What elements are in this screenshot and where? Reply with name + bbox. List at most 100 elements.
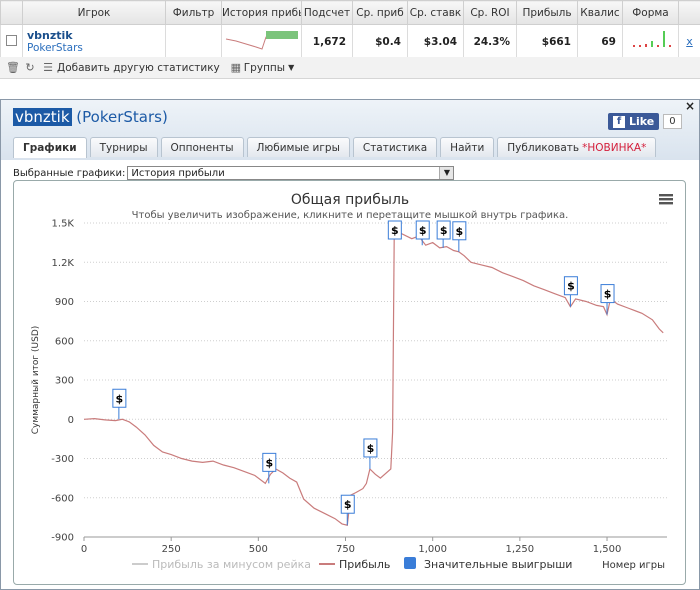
stats-table: Игрок Фильтр История прибы Подсчет Ср. п… <box>0 0 700 59</box>
tab-charts[interactable]: Графики <box>13 137 87 158</box>
big-win-flag[interactable] <box>563 276 578 296</box>
header-avg-stake[interactable]: Ср. ставк <box>407 0 464 25</box>
tab-publish[interactable]: Публиковать *НОВИНКА* <box>497 137 657 157</box>
tab-statistics[interactable]: Статистика <box>352 137 438 157</box>
refresh-icon[interactable]: ↻ <box>25 61 35 74</box>
chart-container[interactable]: Общая прибыль Чтобы увеличить изображение… <box>13 180 686 585</box>
dialog-header: vbnztik (PokerStars) × f Like 0 Графики … <box>1 99 699 160</box>
y-tick-label: -600 <box>51 493 74 504</box>
header-player[interactable]: Игрок <box>22 0 166 25</box>
facebook-icon: f <box>613 115 625 128</box>
big-win-flag[interactable] <box>262 452 277 472</box>
tab-label: Графики <box>23 142 77 154</box>
add-stats-label: Добавить другую статистику <box>57 61 220 74</box>
player-site-link[interactable]: PokerStars <box>27 42 83 54</box>
big-win-flag[interactable] <box>415 220 430 240</box>
facebook-like: f Like 0 <box>608 113 682 130</box>
groups-button[interactable]: ▦ Группы ▼ <box>230 61 295 74</box>
player-dialog: vbnztik (PokerStars) × f Like 0 Графики … <box>0 99 700 590</box>
header-form[interactable]: Форма <box>622 0 679 25</box>
big-win-flag[interactable] <box>436 220 451 240</box>
avg-profit-cell: $0.4 <box>352 24 408 59</box>
dialog-player-name[interactable]: vbnztik <box>13 108 72 126</box>
groups-label: Группы <box>243 61 286 74</box>
tab-label: Публиковать <box>507 141 580 154</box>
tab-label: Любимые игры <box>256 141 340 154</box>
flag-label: $ <box>440 224 448 237</box>
trash-icon[interactable]: 🗑 <box>6 61 20 74</box>
legend-item[interactable]: Прибыль <box>339 558 390 571</box>
big-win-flag[interactable] <box>452 221 467 241</box>
chevron-down-icon: ▼ <box>288 63 295 72</box>
new-badge: *НОВИНКА* <box>582 141 647 154</box>
chart-title: Общая прибыль <box>291 192 409 208</box>
series-line-profit <box>83 224 664 526</box>
x-tick-label: 500 <box>249 544 268 555</box>
flag-label: $ <box>419 224 427 237</box>
close-icon[interactable]: × <box>684 99 695 113</box>
remove-link[interactable]: x <box>686 35 693 48</box>
row-checkbox[interactable] <box>6 34 17 46</box>
player-name-link[interactable]: vbnztik <box>27 29 73 42</box>
table-header-row: Игрок Фильтр История прибы Подсчет Ср. п… <box>0 0 700 25</box>
header-filter[interactable]: Фильтр <box>165 0 222 25</box>
header-remove <box>678 0 700 25</box>
chart-select-label: Выбранные графики: <box>13 167 126 179</box>
header-profit[interactable]: Прибыль <box>516 0 578 25</box>
header-avg-roi[interactable]: Ср. ROI <box>463 0 517 25</box>
header-history[interactable]: История прибы <box>221 0 302 25</box>
hamburger-icon[interactable] <box>659 194 673 197</box>
flag-label: $ <box>344 498 352 511</box>
table-row: vbnztik PokerStars 1,672 $0.4 $3.04 24.3… <box>0 24 700 59</box>
y-tick-label: 300 <box>55 376 74 387</box>
dialog-tabs: Графики Турниры Оппоненты Любимые игры С… <box>13 137 659 158</box>
x-tick-label: 750 <box>336 544 355 555</box>
form-cell <box>622 24 679 59</box>
dialog-player-site: (PokerStars) <box>76 108 168 126</box>
facebook-like-button[interactable]: f Like <box>608 113 660 130</box>
history-sparkline <box>225 31 298 50</box>
flag-label: $ <box>567 280 575 293</box>
tab-favorite-games[interactable]: Любимые игры <box>246 137 350 157</box>
tab-tournaments[interactable]: Турниры <box>89 137 158 157</box>
history-cell[interactable] <box>221 24 302 59</box>
hamburger-icon[interactable] <box>659 198 673 201</box>
tab-opponents[interactable]: Оппоненты <box>160 137 244 157</box>
avg-roi-cell: 24.3% <box>463 24 517 59</box>
profit-chart[interactable]: Общая прибыль Чтобы увеличить изображение… <box>14 181 685 584</box>
tab-search[interactable]: Найти <box>440 137 495 157</box>
flag-label: $ <box>367 442 375 455</box>
legend-item[interactable]: Значительные выигрыши <box>424 558 572 571</box>
tab-label: Найти <box>450 141 485 154</box>
hamburger-icon[interactable] <box>659 202 673 205</box>
big-win-flag[interactable] <box>387 220 402 240</box>
profit-cell: $661 <box>516 24 578 59</box>
y-tick-label: 600 <box>55 336 74 347</box>
chart-select[interactable]: История прибыли ▼ <box>127 166 455 180</box>
header-ability[interactable]: Квалис <box>577 0 623 25</box>
remove-cell: x <box>678 24 700 59</box>
big-win-flag[interactable] <box>112 388 127 408</box>
big-win-flag[interactable] <box>340 494 355 514</box>
y-tick-label: -300 <box>51 454 74 465</box>
header-count[interactable]: Подсчет <box>301 0 353 25</box>
count-cell: 1,672 <box>301 24 353 59</box>
list-icon: ☰ <box>43 61 53 74</box>
x-tick-label: 1,500 <box>593 544 622 555</box>
facebook-like-count: 0 <box>663 114 682 129</box>
tab-label: Турниры <box>99 141 148 154</box>
dialog-title: vbnztik (PokerStars) <box>13 108 168 126</box>
chart-select-row: Выбранные графики: История прибыли ▼ <box>13 166 455 180</box>
y-tick-label: -900 <box>51 533 74 544</box>
legend-symbol <box>404 557 416 569</box>
sparkline-positive-area <box>266 31 298 39</box>
y-tick-label: 1.5K <box>52 219 75 230</box>
add-stats-button[interactable]: ☰ Добавить другую статистику <box>42 61 220 74</box>
big-win-flag[interactable] <box>600 284 615 304</box>
x-tick-label: 1,250 <box>506 544 535 555</box>
avg-stake-cell: $3.04 <box>407 24 464 59</box>
legend-item[interactable]: Прибыль за минусом рейка <box>152 558 311 571</box>
header-avg-profit[interactable]: Ср. приб <box>352 0 408 25</box>
big-win-flag[interactable] <box>363 438 378 458</box>
table-toolbar: 🗑 ↻ ☰ Добавить другую статистику ▦ Групп… <box>0 57 700 79</box>
